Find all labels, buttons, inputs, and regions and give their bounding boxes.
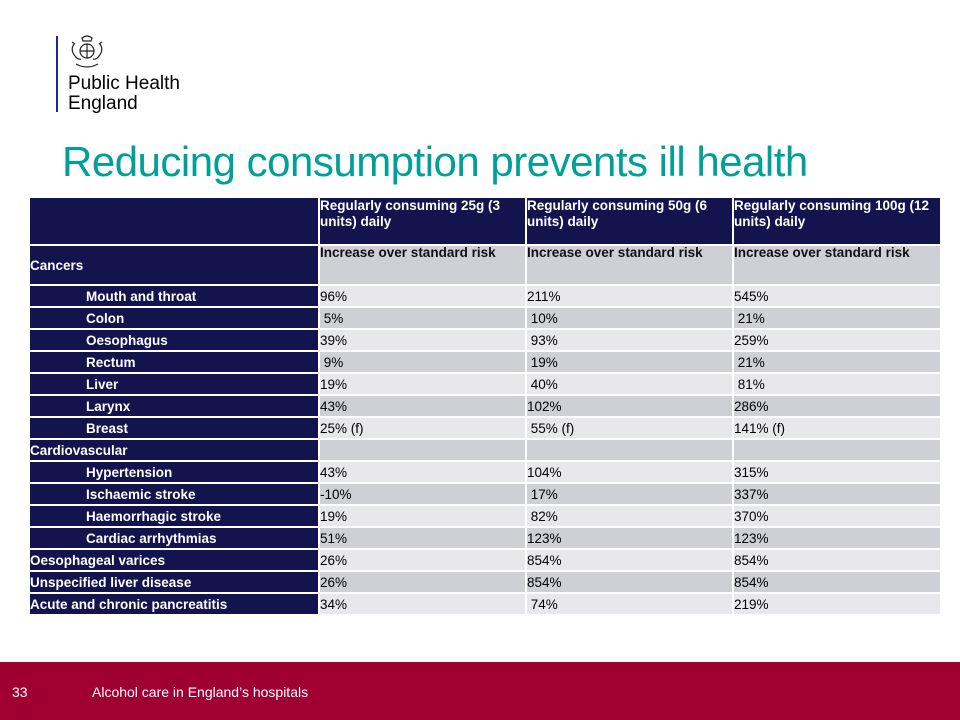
value-cell: 337% (732, 482, 942, 506)
org-line-1: Public Health (68, 73, 180, 94)
row-label: Oesophageal varices (28, 548, 320, 572)
value-cell: 93% (525, 328, 734, 352)
value-cell: 123% (525, 526, 734, 550)
value-cell: -10% (318, 482, 527, 506)
table-row: Oesophageal varices 26% 854% 854% (28, 548, 942, 572)
value-cell: 854% (525, 570, 734, 594)
row-label: Unspecified liver disease (28, 570, 320, 594)
value-cell: 259% (732, 328, 942, 352)
value-cell: 25% (f) (318, 416, 527, 440)
value-cell: 102% (525, 394, 734, 418)
value-cell: 211% (525, 284, 734, 308)
sub-header-cell: Increase over standard risk (525, 244, 734, 286)
row-label: Colon (28, 306, 320, 330)
row-label: Larynx (28, 394, 320, 418)
table-row: Breast 25% (f) 55% (f) 141% (f) (28, 416, 942, 440)
row-label: Breast (28, 416, 320, 440)
value-cell: 82% (525, 504, 734, 528)
page-title: Reducing consumption prevents ill health (62, 138, 808, 185)
row-label: Liver (28, 372, 320, 396)
value-cell: 104% (525, 460, 734, 484)
value-cell: 315% (732, 460, 942, 484)
value-cell: 19% (525, 350, 734, 374)
org-line-2: England (68, 93, 138, 114)
value-cell: 854% (732, 548, 942, 572)
value-cell: 141% (f) (732, 416, 942, 440)
value-cell: 123% (732, 526, 942, 550)
table-row: Colon 5% 10% 21% (28, 306, 942, 330)
value-cell: 854% (525, 548, 734, 572)
row-label: Cardiac arrhythmias (28, 526, 320, 550)
row-label: Hypertension (28, 460, 320, 484)
value-cell: 17% (525, 482, 734, 506)
table-row: Rectum 9% 19% 21% (28, 350, 942, 374)
table-row: Unspecified liver disease 26% 854% 854% (28, 570, 942, 594)
value-cell: 545% (732, 284, 942, 308)
value-cell: 43% (318, 460, 527, 484)
value-cell: 40% (525, 372, 734, 396)
header-blank (28, 196, 320, 246)
value-cell: 19% (318, 504, 527, 528)
royal-crest-icon (71, 35, 103, 68)
table-row: Larynx 43% 102% 286% (28, 394, 942, 418)
value-cell: 51% (318, 526, 527, 550)
table-row: Cardiovascular (28, 438, 942, 462)
value-cell: 854% (732, 570, 942, 594)
blank-cell (525, 438, 734, 462)
value-cell: 26% (318, 570, 527, 594)
value-cell: 34% (318, 592, 527, 616)
value-cell: 9% (318, 350, 527, 374)
value-cell: 19% (318, 372, 527, 396)
row-label: Cancers (28, 244, 320, 286)
value-cell: 43% (318, 394, 527, 418)
value-cell: 5% (318, 306, 527, 330)
table-row: Cardiac arrhythmias 51% 123% 123% (28, 526, 942, 550)
table-row: Mouth and throat 96% 211% 545% (28, 284, 942, 308)
organisation-name: Public Health England (68, 74, 180, 114)
table-row: Acute and chronic pancreatitis 34% 74% 219… (28, 592, 942, 616)
header-50g: Regularly consuming 50g (6 units) daily (525, 196, 734, 246)
row-label: Haemorrhagic stroke (28, 504, 320, 528)
header-25g: Regularly consuming 25g (3 units) daily (318, 196, 527, 246)
value-cell: 370% (732, 504, 942, 528)
value-cell: 39% (318, 328, 527, 352)
blank-cell (732, 438, 942, 462)
table-row: Oesophagus 39% 93% 259% (28, 328, 942, 352)
footer-text: Alcohol care in England’s hospitals (92, 684, 309, 700)
table-row: Ischaemic stroke -10% 17% 337% (28, 482, 942, 506)
value-cell: 55% (f) (525, 416, 734, 440)
value-cell: 21% (732, 306, 942, 330)
risk-table: Regularly consuming 25g (3 units) daily … (28, 196, 942, 616)
table-row: Cancers Increase over standard risk Increa… (28, 244, 942, 286)
table-row: Hypertension 43% 104% 315% (28, 460, 942, 484)
sub-header-cell: Increase over standard risk (732, 244, 942, 286)
blank-cell (318, 438, 527, 462)
value-cell: 21% (732, 350, 942, 374)
value-cell: 81% (732, 372, 942, 396)
value-cell: 286% (732, 394, 942, 418)
row-label: Ischaemic stroke (28, 482, 320, 506)
value-cell: 219% (732, 592, 942, 616)
table-header-row: Regularly consuming 25g (3 units) daily … (28, 196, 942, 246)
value-cell: 26% (318, 548, 527, 572)
header-100g: Regularly consuming 100g (12 units) dail… (732, 196, 942, 246)
sub-header-cell: Increase over standard risk (318, 244, 527, 286)
row-label: Oesophagus (28, 328, 320, 352)
table-row: Liver 19% 40% 81% (28, 372, 942, 396)
row-label: Rectum (28, 350, 320, 374)
value-cell: 96% (318, 284, 527, 308)
row-label: Acute and chronic pancreatitis (28, 592, 320, 616)
phe-logo: Public Health England (56, 34, 216, 116)
value-cell: 10% (525, 306, 734, 330)
row-label: Mouth and throat (28, 284, 320, 308)
value-cell: 74% (525, 592, 734, 616)
logo-divider (56, 36, 58, 112)
row-label: Cardiovascular (28, 438, 320, 462)
footer-bar: 33 Alcohol care in England’s hospitals (0, 662, 960, 720)
table-row: Haemorrhagic stroke 19% 82% 370% (28, 504, 942, 528)
page-number: 33 (12, 684, 28, 700)
